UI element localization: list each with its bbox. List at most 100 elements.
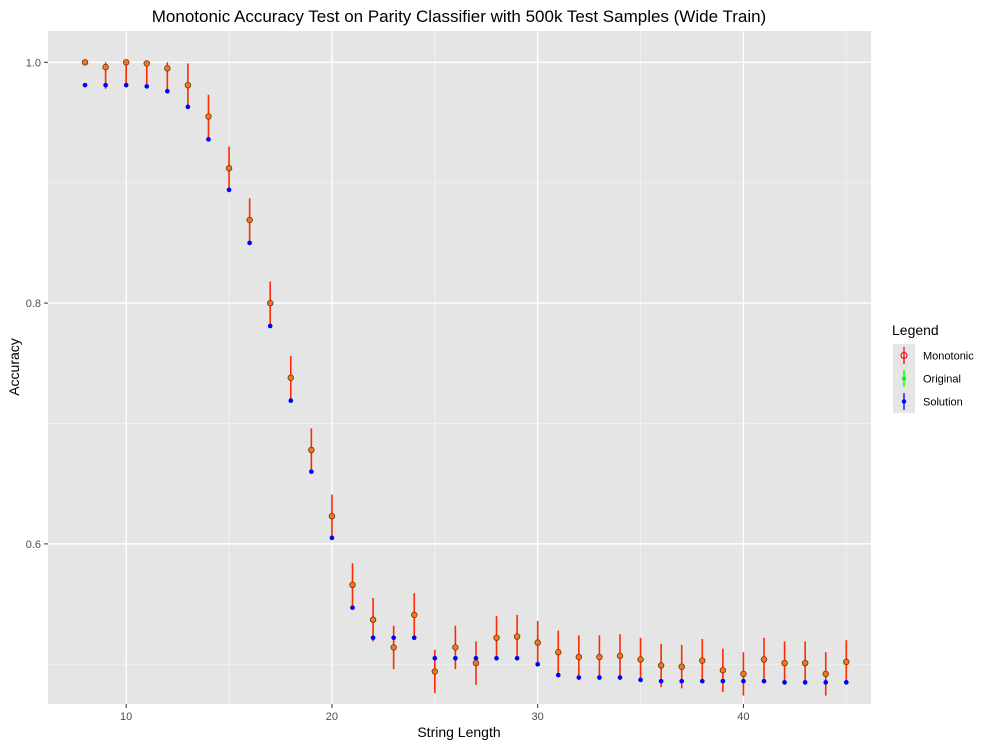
point-monotonic (246, 216, 253, 224)
point-monotonic (801, 659, 809, 667)
point-monotonic (493, 634, 500, 641)
point-solution (267, 323, 273, 329)
point-monotonic (287, 374, 294, 381)
point-monotonic (411, 611, 418, 619)
point-monotonic (740, 670, 747, 678)
y-axis-ticks: 0.6 0.8 1.0 (26, 57, 48, 551)
point-solution (597, 675, 602, 680)
point-monotonic (534, 639, 541, 646)
legend: Legend Monotonic Original Solution (892, 322, 974, 413)
point-monotonic (760, 656, 768, 663)
point-monotonic (472, 659, 480, 667)
point-monotonic (452, 644, 459, 651)
legend-key-marker (901, 399, 907, 404)
point-monotonic (637, 656, 644, 663)
y-axis-label: Accuracy (6, 338, 22, 396)
point-solution (617, 675, 623, 680)
y-tick-label: 0.6 (26, 539, 41, 551)
point-solution (535, 661, 540, 667)
point-solution (226, 187, 232, 193)
point-solution (514, 655, 520, 661)
y-tick-label: 1.0 (26, 57, 41, 69)
point-solution (802, 680, 808, 685)
point-solution (350, 605, 355, 610)
point-monotonic (369, 616, 377, 623)
point-solution (658, 678, 664, 684)
point-monotonic (164, 65, 171, 72)
legend-items: Monotonic Original Solution (893, 344, 974, 413)
point-monotonic (575, 653, 583, 661)
point-monotonic (843, 658, 850, 666)
point-solution (494, 655, 499, 661)
point-monotonic (267, 299, 274, 307)
point-solution (185, 104, 191, 110)
point-solution (761, 678, 767, 684)
point-solution (823, 680, 829, 685)
chart-title: Monotonic Accuracy Test on Parity Classi… (152, 7, 766, 26)
point-solution (679, 678, 685, 684)
grid (48, 31, 871, 704)
point-monotonic (205, 113, 212, 120)
point-solution (453, 655, 458, 661)
data-points (81, 59, 850, 685)
point-monotonic (678, 663, 685, 670)
point-solution (144, 84, 150, 89)
point-solution (741, 678, 746, 684)
legend-item-monotonic: Monotonic (893, 344, 974, 367)
plot-panel (48, 31, 871, 704)
point-solution (576, 675, 582, 680)
point-solution (473, 655, 479, 661)
point-solution (206, 137, 211, 142)
point-monotonic (431, 668, 439, 675)
point-solution (782, 680, 787, 685)
point-solution (247, 240, 252, 246)
point-solution (370, 635, 376, 641)
point-monotonic (616, 652, 624, 660)
x-tick-label: 20 (326, 711, 338, 723)
legend-item-solution: Solution (893, 390, 963, 413)
point-solution (555, 672, 561, 678)
legend-label: Solution (923, 397, 963, 409)
point-solution (103, 82, 108, 88)
point-monotonic (102, 63, 109, 71)
point-monotonic (308, 446, 315, 454)
x-axis-label: String Length (417, 724, 500, 740)
point-monotonic (699, 657, 706, 664)
point-monotonic (349, 581, 356, 589)
point-solution (391, 635, 396, 641)
point-monotonic (390, 644, 397, 651)
legend-key-marker (901, 376, 907, 381)
point-solution (411, 635, 417, 641)
point-solution (638, 677, 643, 683)
point-monotonic (122, 59, 130, 66)
point-solution (329, 535, 335, 541)
point-monotonic (596, 653, 603, 661)
point-monotonic (719, 667, 727, 674)
point-monotonic (184, 81, 192, 89)
point-monotonic (513, 633, 521, 640)
legend-label: Monotonic (923, 351, 974, 363)
point-solution (844, 680, 849, 685)
point-monotonic (781, 659, 788, 667)
point-monotonic (822, 670, 829, 678)
x-tick-label: 30 (532, 711, 544, 723)
point-monotonic (143, 60, 150, 67)
point-solution (309, 469, 314, 474)
point-monotonic (555, 649, 562, 656)
x-tick-label: 40 (737, 711, 749, 723)
point-solution (165, 88, 170, 94)
point-solution (82, 82, 88, 88)
legend-item-original: Original (893, 367, 961, 390)
y-tick-label: 0.8 (26, 298, 41, 310)
x-tick-label: 10 (120, 711, 132, 723)
point-solution (288, 398, 294, 403)
point-solution (699, 678, 705, 684)
x-axis-ticks: 10 20 30 40 (120, 704, 750, 723)
legend-title: Legend (892, 322, 939, 338)
point-solution (720, 678, 726, 684)
legend-label: Original (923, 374, 961, 386)
point-monotonic (225, 165, 233, 172)
point-monotonic (328, 512, 336, 520)
point-monotonic (657, 662, 665, 669)
